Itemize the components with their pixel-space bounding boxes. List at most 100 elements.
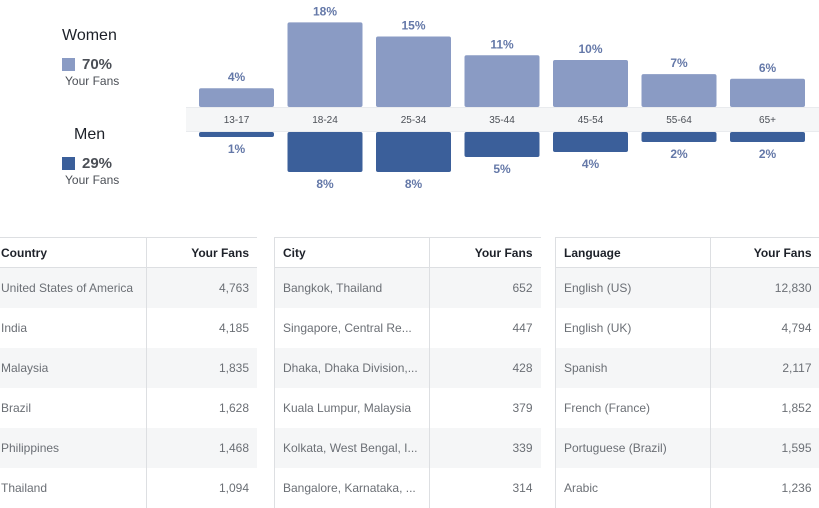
city-name-cell: Bangalore, Karnataka, ... <box>275 468 430 508</box>
table-header-row: Language Your Fans <box>556 238 819 268</box>
country-fans-cell: 4,185 <box>146 308 257 348</box>
city-fans-cell: 428 <box>430 348 541 388</box>
country-name-cell: Thailand <box>0 468 146 508</box>
age-category-label: 55-64 <box>666 115 692 126</box>
table-row: Dhaka, Dhaka Division,...428 <box>275 348 541 388</box>
country-fans-cell: 1,094 <box>146 468 257 508</box>
women-bar <box>376 37 451 108</box>
country-fans-cell: 4,763 <box>146 268 257 309</box>
country-column-header[interactable]: Country <box>0 238 146 268</box>
table-row: French (France)1,852 <box>556 388 819 428</box>
table-row: English (US)12,830 <box>556 268 819 309</box>
country-fans-cell: 1,835 <box>146 348 257 388</box>
age-category-label: 35-44 <box>489 115 515 126</box>
men-bar <box>199 132 274 137</box>
country-fans-column-header[interactable]: Your Fans <box>146 238 257 268</box>
table-row: Kolkata, West Bengal, I...339 <box>275 428 541 468</box>
country-fans-cell: 1,628 <box>146 388 257 428</box>
city-fans-column-header[interactable]: Your Fans <box>430 238 541 268</box>
language-name-cell: Spanish <box>556 348 711 388</box>
women-value-label: 10% <box>578 42 602 56</box>
city-fans-cell: 652 <box>430 268 541 309</box>
language-name-cell: English (UK) <box>556 308 711 348</box>
age-category-label: 25-34 <box>401 115 427 126</box>
country-name-cell: Brazil <box>0 388 146 428</box>
city-column-header[interactable]: City <box>275 238 430 268</box>
city-name-cell: Dhaka, Dhaka Division,... <box>275 348 430 388</box>
women-bar <box>288 22 363 107</box>
city-name-cell: Kuala Lumpur, Malaysia <box>275 388 430 428</box>
table-row: Bangalore, Karnataka, ...314 <box>275 468 541 508</box>
language-fans-cell: 1,595 <box>711 428 819 468</box>
men-bar <box>730 132 805 142</box>
age-category-label: 65+ <box>759 115 776 126</box>
language-fans-cell: 4,794 <box>711 308 819 348</box>
women-value-label: 11% <box>490 37 514 51</box>
city-fans-cell: 447 <box>430 308 541 348</box>
age-category-label: 18-24 <box>312 115 338 126</box>
women-value-label: 6% <box>759 61 777 75</box>
men-bar <box>553 132 628 152</box>
table-row: English (UK)4,794 <box>556 308 819 348</box>
language-name-cell: Arabic <box>556 468 711 508</box>
men-value-label: 5% <box>493 162 511 176</box>
city-fans-cell: 314 <box>430 468 541 508</box>
age-gender-chart: 4% 1% 13-17 18% 8% 18-24 15% 8% 25-34 11% 5% 35-44 1… <box>0 0 819 200</box>
women-bar <box>642 74 717 107</box>
language-name-cell: English (US) <box>556 268 711 309</box>
women-bar <box>553 60 628 107</box>
men-bar <box>465 132 540 157</box>
city-name-cell: Singapore, Central Re... <box>275 308 430 348</box>
men-value-label: 2% <box>759 147 777 161</box>
men-bar <box>642 132 717 142</box>
age-category-label: 13-17 <box>224 115 250 126</box>
country-name-cell: Philippines <box>0 428 146 468</box>
women-value-label: 18% <box>313 4 337 18</box>
men-value-label: 1% <box>228 142 246 156</box>
men-bar <box>288 132 363 172</box>
women-bar <box>199 88 274 107</box>
language-column-header[interactable]: Language <box>556 238 711 268</box>
men-bar <box>376 132 451 172</box>
country-fans-cell: 1,468 <box>146 428 257 468</box>
country-name-cell: Malaysia <box>0 348 146 388</box>
men-value-label: 4% <box>582 157 600 171</box>
language-fans-cell: 2,117 <box>711 348 819 388</box>
country-table: Country Your Fans United States of Ameri… <box>0 237 257 508</box>
age-category-label: 45-54 <box>578 115 604 126</box>
city-name-cell: Bangkok, Thailand <box>275 268 430 309</box>
language-fans-cell: 12,830 <box>711 268 819 309</box>
language-name-cell: Portuguese (Brazil) <box>556 428 711 468</box>
country-name-cell: India <box>0 308 146 348</box>
men-value-label: 8% <box>316 177 334 191</box>
table-row: Singapore, Central Re...447 <box>275 308 541 348</box>
language-fans-cell: 1,852 <box>711 388 819 428</box>
city-fans-cell: 339 <box>430 428 541 468</box>
table-header-row: City Your Fans <box>275 238 541 268</box>
men-value-label: 2% <box>670 147 688 161</box>
language-fans-cell: 1,236 <box>711 468 819 508</box>
language-fans-column-header[interactable]: Your Fans <box>711 238 819 268</box>
city-name-cell: Kolkata, West Bengal, I... <box>275 428 430 468</box>
men-value-label: 8% <box>405 177 423 191</box>
women-bar <box>730 79 805 107</box>
table-header-row: Country Your Fans <box>0 238 257 268</box>
women-value-label: 15% <box>401 19 425 33</box>
women-value-label: 7% <box>670 56 688 70</box>
women-bar <box>465 55 540 107</box>
language-name-cell: French (France) <box>556 388 711 428</box>
table-row: Portuguese (Brazil)1,595 <box>556 428 819 468</box>
country-name-cell: United States of America <box>0 268 146 309</box>
